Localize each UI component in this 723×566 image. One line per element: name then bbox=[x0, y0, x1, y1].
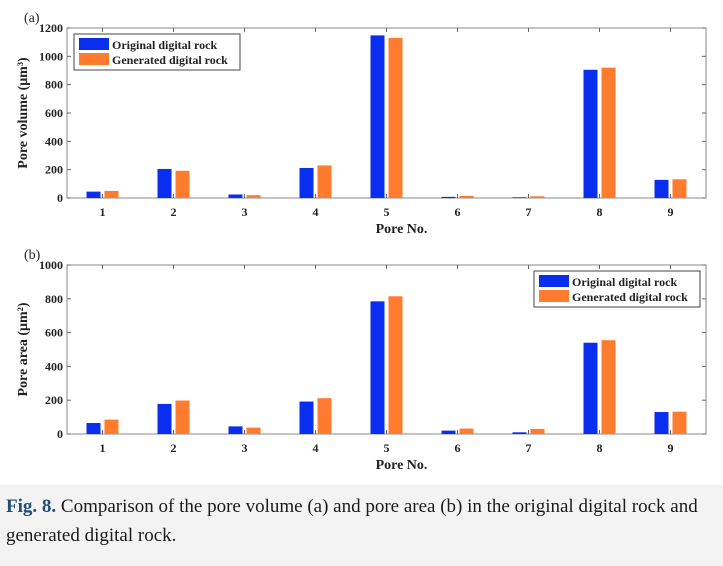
bar-generated-6 bbox=[459, 428, 474, 434]
y-tick-label: 1000 bbox=[39, 49, 63, 63]
bar-original-4 bbox=[299, 167, 314, 198]
bar-generated-3 bbox=[246, 195, 261, 198]
bar-generated-7 bbox=[530, 428, 545, 434]
x-tick-label: 7 bbox=[526, 205, 532, 219]
panel-label: (a) bbox=[24, 11, 40, 26]
bar-original-9 bbox=[654, 412, 669, 434]
bar-generated-2 bbox=[175, 170, 190, 198]
bar-original-3 bbox=[228, 194, 243, 198]
x-tick-label: 9 bbox=[668, 205, 674, 219]
x-tick-label: 3 bbox=[242, 205, 248, 219]
bar-original-6 bbox=[441, 196, 456, 198]
legend-swatch-original bbox=[539, 275, 569, 287]
bar-original-9 bbox=[654, 179, 669, 198]
x-tick-label: 1 bbox=[100, 205, 106, 219]
x-tick-label: 2 bbox=[171, 441, 177, 455]
bar-original-1 bbox=[86, 191, 101, 198]
caption-label: Fig. 8. bbox=[6, 496, 57, 517]
legend-label-generated: Generated digital rock bbox=[112, 53, 228, 67]
x-tick-label: 8 bbox=[597, 205, 603, 219]
y-tick-label: 800 bbox=[45, 292, 63, 306]
x-tick-label: 5 bbox=[384, 205, 390, 219]
y-tick-label: 400 bbox=[45, 134, 63, 148]
bar-generated-8 bbox=[601, 340, 616, 434]
bar-original-5 bbox=[370, 301, 385, 434]
x-tick-label: 2 bbox=[171, 205, 177, 219]
bar-generated-4 bbox=[317, 398, 332, 434]
bar-original-2 bbox=[157, 403, 172, 434]
x-tick-label: 5 bbox=[384, 441, 390, 455]
bar-original-6 bbox=[441, 430, 456, 434]
y-tick-label: 0 bbox=[57, 427, 63, 441]
bar-generated-5 bbox=[388, 37, 403, 198]
bar-generated-3 bbox=[246, 427, 261, 434]
caption-text: Comparison of the pore volume (a) and po… bbox=[6, 496, 698, 546]
bar-generated-8 bbox=[601, 67, 616, 199]
x-tick-label: 6 bbox=[455, 205, 461, 219]
bar-original-2 bbox=[157, 168, 172, 198]
bar-generated-9 bbox=[672, 411, 687, 434]
y-tick-label: 0 bbox=[57, 191, 63, 205]
x-tick-label: 1 bbox=[100, 441, 106, 455]
y-tick-label: 600 bbox=[45, 106, 63, 120]
legend-label-original: Original digital rock bbox=[112, 38, 217, 52]
x-axis-title: Pore No. bbox=[376, 222, 428, 237]
bar-generated-6 bbox=[459, 195, 474, 198]
legend-label-original: Original digital rock bbox=[572, 275, 677, 289]
y-tick-label: 200 bbox=[45, 163, 63, 177]
y-tick-label: 600 bbox=[45, 326, 63, 340]
y-tick-label: 400 bbox=[45, 359, 63, 373]
y-tick-label: 1000 bbox=[39, 258, 63, 272]
legend-swatch-generated bbox=[539, 290, 569, 302]
bar-original-4 bbox=[299, 401, 314, 434]
y-tick-label: 1200 bbox=[39, 21, 63, 35]
bar-generated-7 bbox=[530, 196, 545, 198]
panel-label: (b) bbox=[24, 248, 41, 263]
figure: 0 200 400 600 800 1000 1200 1 2 3 4 5 6 7 8 9 Pore No. Po… bbox=[0, 0, 723, 485]
bar-generated-1 bbox=[104, 419, 119, 434]
legend-label-generated: Generated digital rock bbox=[572, 290, 688, 304]
y-axis-title: Pore area (μm²) bbox=[16, 302, 31, 396]
bar-generated-1 bbox=[104, 190, 119, 198]
bar-original-7 bbox=[512, 432, 527, 434]
y-tick-label: 800 bbox=[45, 78, 63, 92]
x-axis-title: Pore No. bbox=[376, 458, 428, 473]
x-tick-label: 4 bbox=[313, 205, 319, 219]
chart-panel-1: 0 200 400 600 800 1000 1200 1 2 3 4 5 6 7 8 9 Pore No. Po… bbox=[16, 11, 707, 237]
bar-generated-2 bbox=[175, 400, 190, 434]
x-tick-label: 6 bbox=[455, 441, 461, 455]
chart-panel-2: 0 200 400 600 800 1000 1 2 3 4 5 6 7 8 9 Pore No. Pore a… bbox=[16, 248, 707, 473]
bar-original-1 bbox=[86, 423, 101, 434]
x-tick-label: 7 bbox=[526, 441, 532, 455]
bar-original-5 bbox=[370, 35, 385, 198]
bar-original-7 bbox=[512, 197, 527, 198]
x-tick-label: 3 bbox=[242, 441, 248, 455]
y-tick-label: 200 bbox=[45, 393, 63, 407]
legend-swatch-original bbox=[79, 38, 109, 50]
x-tick-label: 4 bbox=[313, 441, 319, 455]
bar-generated-9 bbox=[672, 179, 687, 198]
bar-generated-5 bbox=[388, 296, 403, 434]
x-tick-label: 8 bbox=[597, 441, 603, 455]
bar-original-8 bbox=[583, 342, 598, 434]
x-tick-label: 9 bbox=[668, 441, 674, 455]
bar-generated-4 bbox=[317, 165, 332, 198]
legend-swatch-generated bbox=[79, 53, 109, 65]
bar-original-3 bbox=[228, 426, 243, 434]
figure-caption: Fig. 8. Comparison of the pore volume (a… bbox=[6, 492, 716, 550]
bar-original-8 bbox=[583, 69, 598, 199]
y-axis-title: Pore volume (μm³) bbox=[16, 57, 31, 169]
